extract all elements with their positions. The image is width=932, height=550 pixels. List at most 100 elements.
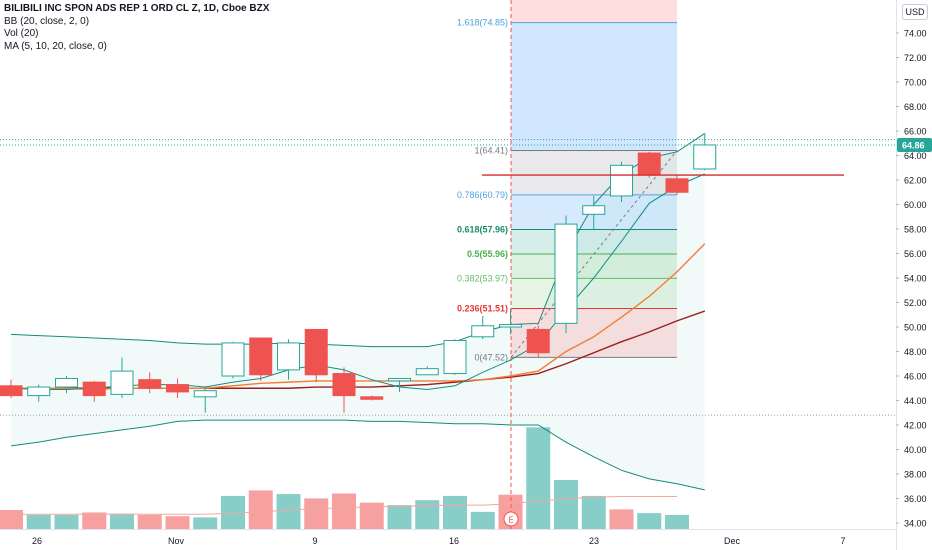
legend-ma[interactable]: MA (5, 10, 20, close, 0) <box>4 40 107 52</box>
legend-bb[interactable]: BB (20, close, 2, 0) <box>4 15 90 27</box>
volume-bar <box>637 513 662 529</box>
chart-legend: BILIBILI INC SPON ADS REP 1 ORD CL Z, 1D… <box>4 3 269 53</box>
fib-level-label: 0.5(55.96) <box>467 249 508 259</box>
candle-body[interactable] <box>665 178 689 193</box>
price-axis-label: 56.00 <box>904 249 927 259</box>
bollinger-band-fill <box>11 133 705 490</box>
price-axis-label: 64.00 <box>904 151 927 161</box>
date-axis-label: 16 <box>449 536 459 546</box>
price-axis-label: 34.00 <box>904 519 927 529</box>
price-axis-label: 38.00 <box>904 470 927 480</box>
price-axis-label: 68.00 <box>904 102 927 112</box>
volume-bar <box>26 514 51 529</box>
price-axis-label: 52.00 <box>904 298 927 308</box>
earnings-marker-label: E <box>508 516 513 525</box>
candle-body[interactable] <box>110 370 134 395</box>
fib-level-label: 0(47.52) <box>474 352 508 362</box>
last-price-value: 64.86 <box>902 140 925 150</box>
price-axis-label: 60.00 <box>904 200 927 210</box>
candle-body[interactable] <box>166 384 189 393</box>
candle-body[interactable] <box>0 385 23 397</box>
price-axis-label: 46.00 <box>904 372 927 382</box>
price-axis-label: 66.00 <box>904 127 927 137</box>
price-axis-label: 44.00 <box>904 396 927 406</box>
price-axis-label: 50.00 <box>904 323 927 333</box>
symbol-title: BILIBILI INC SPON ADS REP 1 ORD CL Z, 1D… <box>4 3 270 14</box>
volume-bar <box>443 495 467 529</box>
volume-bar <box>137 514 162 529</box>
volume-bar <box>581 495 606 529</box>
candle-body[interactable] <box>582 205 606 215</box>
date-axis-label: Nov <box>168 536 185 546</box>
candle-body[interactable] <box>499 324 522 328</box>
volume-bar <box>415 500 440 529</box>
candle-body[interactable] <box>193 390 217 398</box>
fib-zone <box>511 22 677 151</box>
volume-bar <box>304 498 329 529</box>
last-price-tag <box>897 137 932 152</box>
fib-zone-top <box>511 0 677 23</box>
volume-bar <box>82 512 107 529</box>
candle-body[interactable] <box>554 223 578 324</box>
fib-level-label: 0.382(53.97) <box>457 273 508 283</box>
candle-body[interactable] <box>55 377 78 388</box>
volume-bar <box>554 480 578 529</box>
volume-ma-line <box>11 496 677 515</box>
volume-bar <box>470 511 495 529</box>
price-axis-label: 58.00 <box>904 225 927 235</box>
date-axis-label: 23 <box>589 536 599 546</box>
candle-body[interactable] <box>415 368 439 376</box>
volume-bar <box>609 509 634 529</box>
candle-body[interactable] <box>388 377 411 382</box>
volume-bar <box>54 514 79 529</box>
volume-bar <box>526 427 551 529</box>
price-axis-label: 54.00 <box>904 274 927 284</box>
price-axis-label: 48.00 <box>904 347 927 357</box>
volume-bar <box>276 494 301 529</box>
currency-button[interactable]: USD <box>902 4 928 20</box>
price-axis-label: 40.00 <box>904 445 927 455</box>
candle-body[interactable] <box>27 386 51 397</box>
earnings-marker[interactable] <box>503 511 519 527</box>
fib-level-label: 1(64.41) <box>474 145 508 155</box>
bollinger-lower-line <box>10 419 705 491</box>
candle-body[interactable] <box>304 328 328 376</box>
date-axis-label: 26 <box>32 536 42 546</box>
price-axis-label: 70.00 <box>904 78 927 88</box>
volume-bar <box>165 516 190 529</box>
candle-body[interactable] <box>332 373 356 397</box>
legend-vol[interactable]: Vol (20) <box>4 28 39 39</box>
date-axis-label: Dec <box>724 536 741 546</box>
price-axis-label: 72.00 <box>904 53 927 63</box>
price-axis-label: 62.00 <box>904 176 927 186</box>
price-axis-label: 42.00 <box>904 421 927 431</box>
candle-body[interactable] <box>610 164 633 197</box>
volume-bar <box>0 510 23 529</box>
candle-body[interactable] <box>249 337 273 376</box>
candle-body[interactable] <box>471 325 495 338</box>
volume-bar <box>110 513 134 529</box>
fib-level-label: 0.236(51.51) <box>457 304 508 314</box>
fib-level-label: 1.618(74.85) <box>457 18 508 28</box>
price-axis-label: 36.00 <box>904 494 927 504</box>
volume-bar <box>665 514 689 529</box>
candle-body[interactable] <box>526 328 550 354</box>
date-axis-label: 7 <box>840 536 845 546</box>
candle-body[interactable] <box>277 342 300 371</box>
volume-bar <box>332 493 356 529</box>
candle-body[interactable] <box>637 152 661 176</box>
candle-body[interactable] <box>82 381 106 397</box>
plot-area[interactable] <box>0 0 896 550</box>
candle-body[interactable] <box>138 379 162 389</box>
candle-body[interactable] <box>693 144 717 170</box>
fib-zone <box>511 278 677 309</box>
price-axis-label: 74.00 <box>904 29 927 39</box>
candle-body[interactable] <box>443 339 467 375</box>
fib-level-label: 0.618(57.96) <box>457 224 508 234</box>
candle-body[interactable] <box>360 396 384 400</box>
candle-body[interactable] <box>221 342 245 377</box>
date-axis-label: 9 <box>312 536 317 546</box>
volume-bar <box>387 505 412 529</box>
